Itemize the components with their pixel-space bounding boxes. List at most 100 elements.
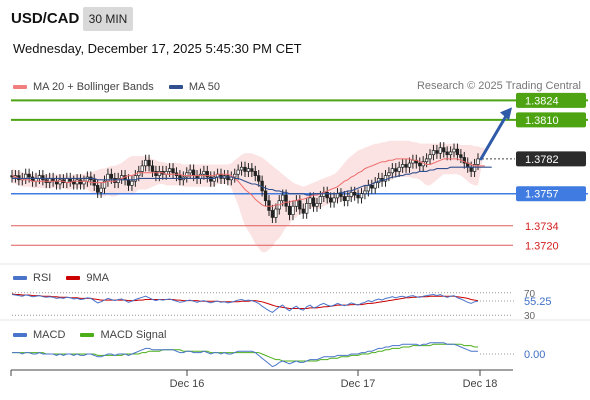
level-label-3: 1.3757 [525, 189, 559, 201]
candle-body [462, 157, 466, 164]
candle-body [188, 169, 192, 174]
candle [442, 142, 446, 158]
forecast-arrow-head [500, 107, 512, 121]
timeframe-badge[interactable]: 30 MIN [83, 7, 133, 31]
candle [267, 195, 271, 217]
candle-body [99, 187, 103, 193]
candle [315, 197, 319, 212]
legend-item-ma20[interactable]: MA 20 + Bollinger Bands [13, 81, 154, 93]
candle-body [342, 196, 347, 202]
candle [147, 154, 151, 172]
candle-body [404, 164, 408, 168]
candle-body [329, 197, 333, 203]
candle [263, 185, 268, 207]
candle-body [75, 179, 79, 185]
legend-label-rsi: RSI [33, 272, 52, 284]
legend-label-ma50: MA 50 [188, 81, 221, 93]
candle-body [205, 171, 209, 178]
candle-body [387, 172, 391, 176]
level-box-0 [516, 92, 586, 108]
candle [41, 170, 45, 186]
candle-body [236, 169, 240, 175]
candle [370, 179, 374, 194]
candle-body [263, 190, 268, 202]
candle [78, 174, 83, 190]
candle [438, 142, 442, 159]
candle-body [198, 173, 203, 179]
macd-signal-line [12, 343, 478, 362]
candle-body [209, 176, 213, 182]
level-label-5: 1.3720 [525, 240, 559, 252]
candle-body [48, 178, 52, 183]
candle-body [154, 171, 158, 176]
symbol-title: USD/CAD [11, 10, 80, 27]
candle-body [435, 150, 439, 154]
candle-body [315, 203, 319, 207]
candle [452, 143, 456, 158]
candle [363, 185, 367, 200]
candle-body [219, 173, 223, 179]
candle [243, 161, 247, 177]
candle-body [24, 173, 28, 179]
level-label-2: 1.3782 [525, 154, 559, 166]
candle-body [469, 166, 473, 172]
candle-body [239, 166, 244, 171]
legend-item-9ma[interactable]: 9MA [66, 272, 109, 284]
candle-body [270, 210, 275, 218]
candle-body [126, 179, 131, 186]
candle-body [472, 164, 477, 172]
macd-last-value: 0.00 [524, 349, 545, 361]
candle [397, 161, 401, 177]
level-box-1 [516, 112, 586, 128]
legend-swatch-ma50 [168, 85, 183, 89]
candle [339, 188, 343, 203]
candle [329, 192, 333, 208]
candle-body [418, 162, 422, 167]
candle [455, 143, 460, 161]
candle-body [171, 168, 175, 174]
candle-body [445, 151, 449, 156]
legend-label-macd-signal: MACD Signal [100, 329, 167, 341]
candle-body [27, 173, 31, 178]
candle [270, 204, 275, 223]
candle-body [281, 194, 285, 202]
candle-body [298, 200, 302, 210]
legend-item-macd[interactable]: MACD [13, 329, 65, 341]
candle [58, 174, 62, 190]
candle-body [394, 168, 398, 172]
candle-body [424, 158, 429, 163]
candle-body [233, 173, 237, 178]
candle-body [366, 185, 371, 192]
candle [284, 189, 288, 212]
legend-item-macd-signal[interactable]: MACD Signal [80, 329, 166, 341]
candle-body [147, 159, 151, 167]
candle-body [191, 169, 196, 176]
legend-item-ma50[interactable]: MA 50 [168, 81, 221, 93]
x-tick-label-2: Dec 18 [463, 378, 498, 390]
candle [102, 175, 107, 194]
legend-item-rsi[interactable]: RSI [13, 272, 51, 284]
candle-body [370, 185, 374, 189]
candle-body [157, 171, 161, 176]
candle [383, 170, 388, 187]
candle-body [140, 165, 144, 172]
candle [298, 195, 302, 215]
candle [390, 163, 394, 179]
candle-body [130, 180, 134, 186]
candle [171, 163, 175, 179]
candle-body [332, 197, 336, 203]
candle [253, 165, 257, 182]
candle [305, 197, 309, 219]
candle-body [305, 203, 309, 214]
candle-body [267, 200, 271, 211]
candle [287, 200, 292, 221]
candle [205, 165, 209, 183]
rsi-tick-0: 70 [524, 289, 536, 300]
candle [257, 170, 261, 187]
bollinger-band-area [12, 140, 485, 253]
candle [140, 160, 144, 177]
candle [428, 149, 432, 165]
candle-body [41, 175, 45, 181]
candle [239, 161, 244, 176]
